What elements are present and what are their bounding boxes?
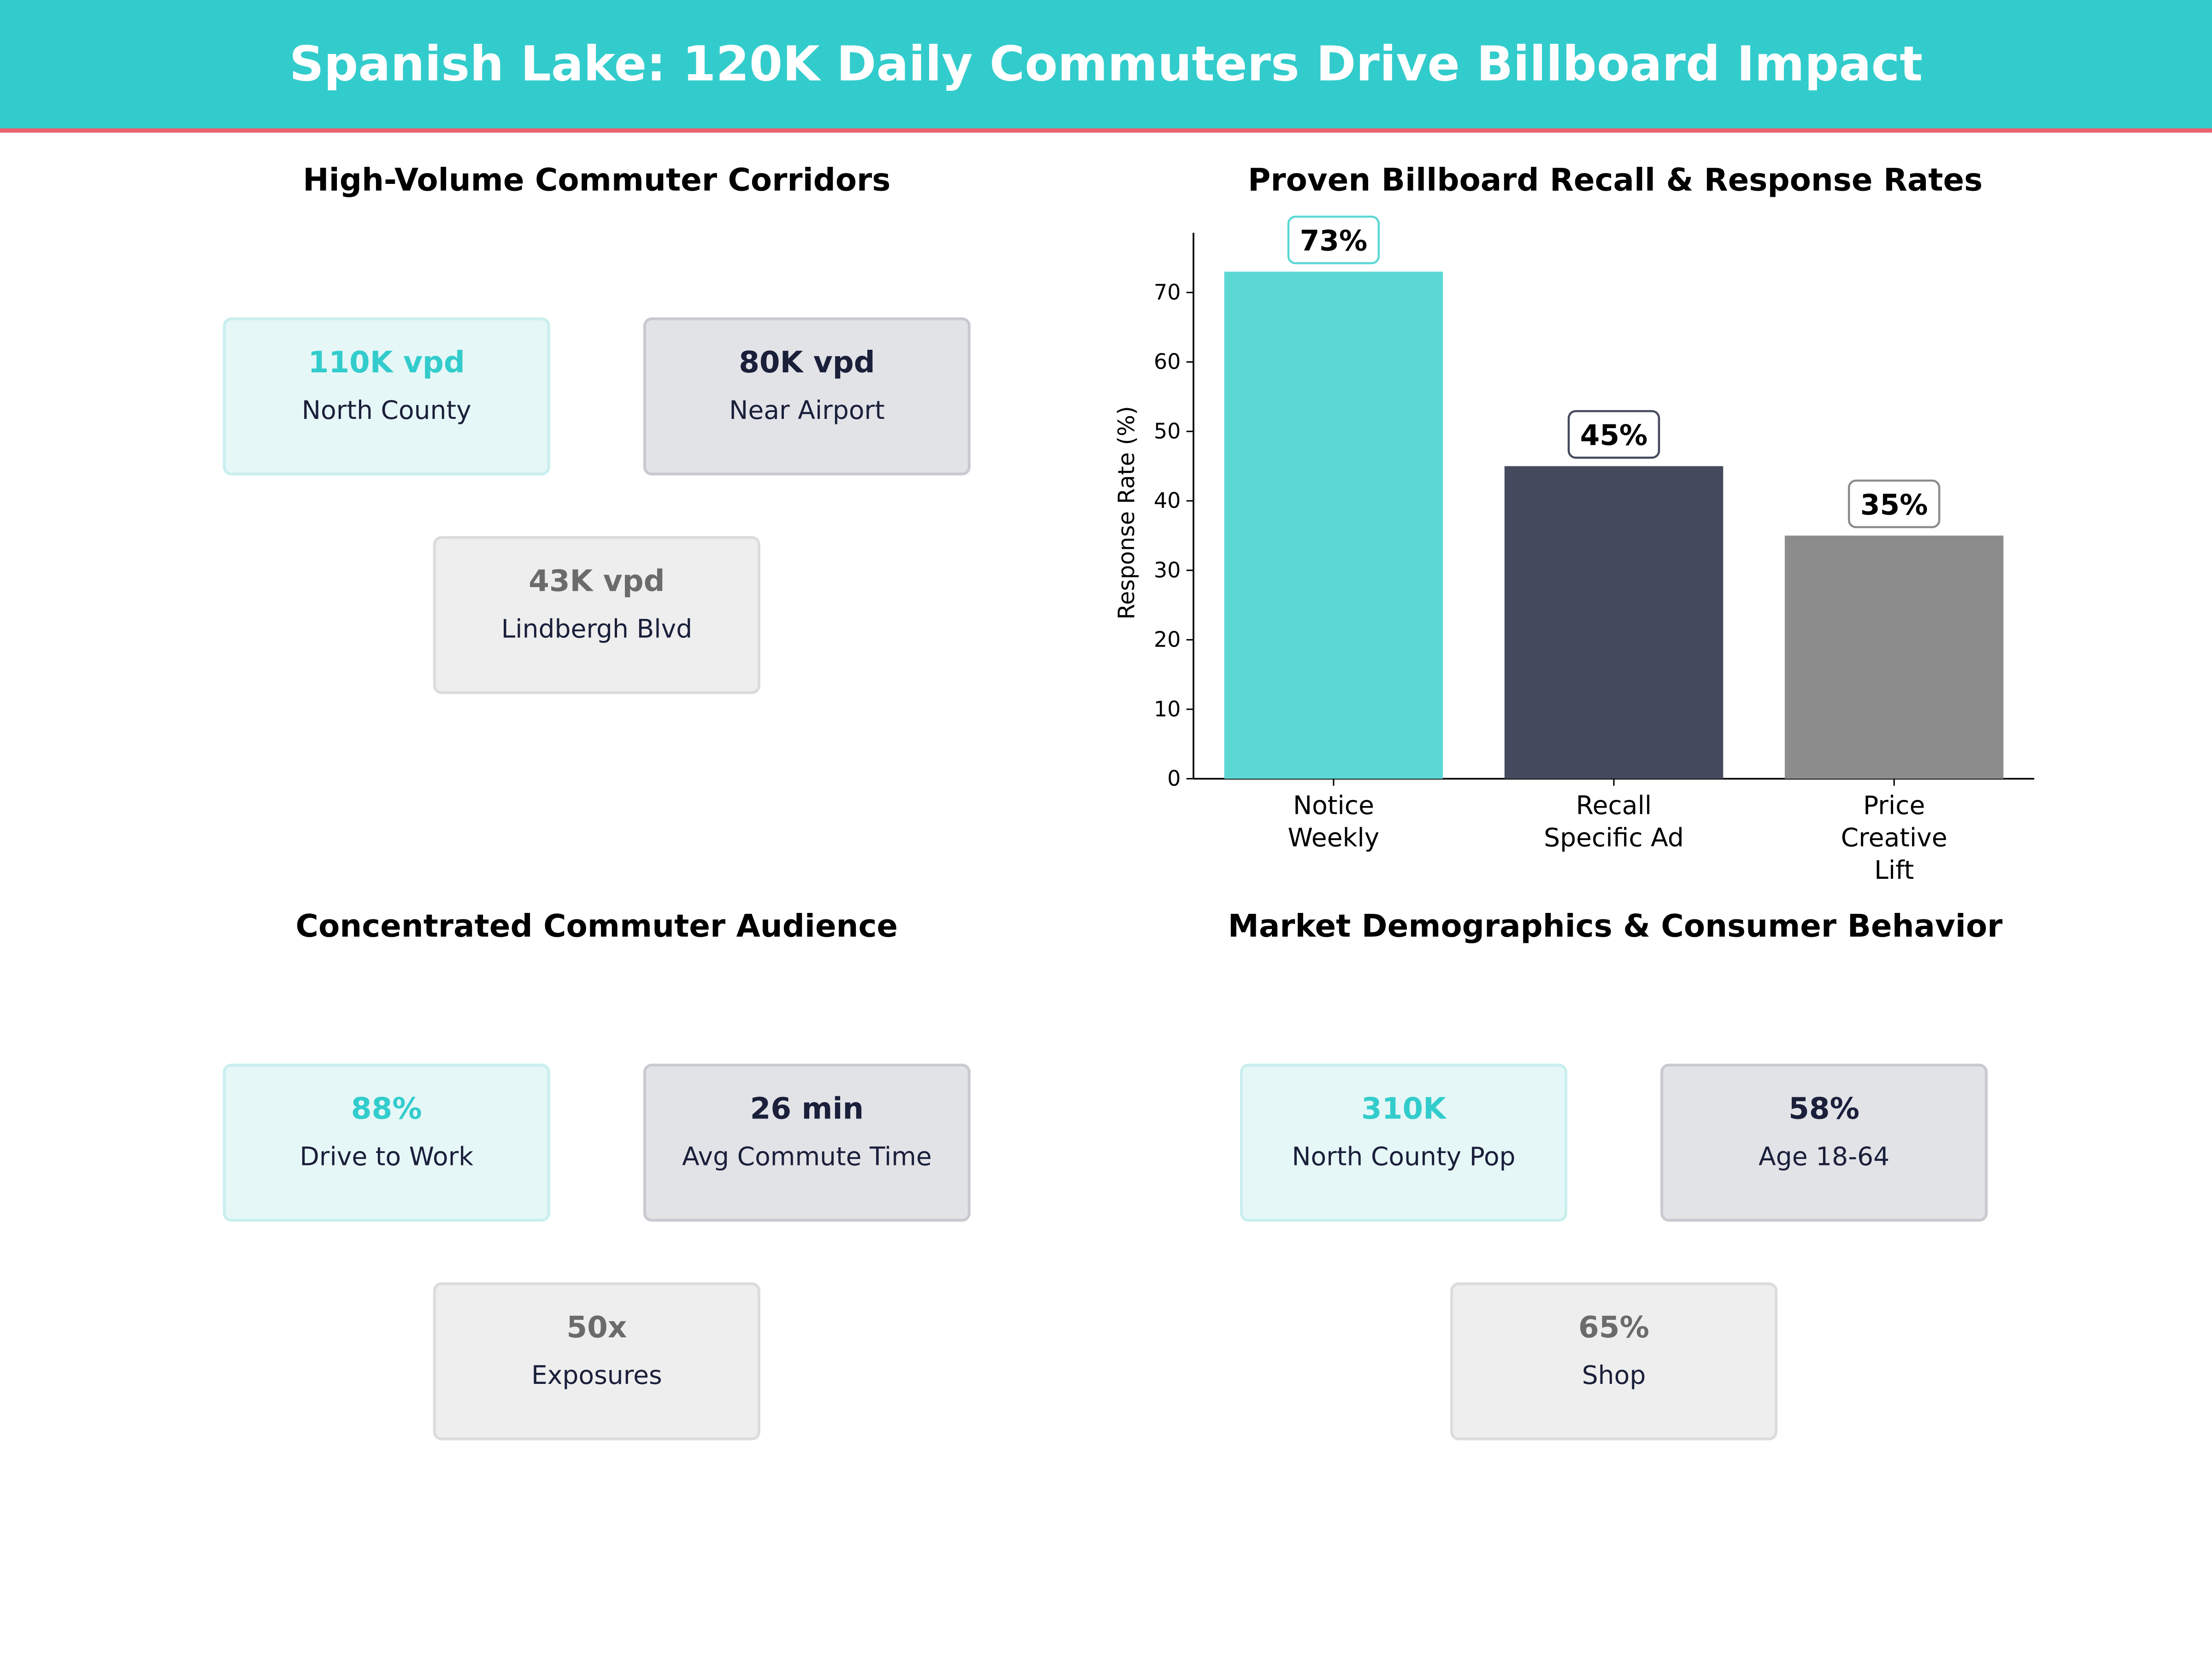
x-tick-label: Weekly [1288,823,1379,853]
y-tick-label: 30 [1154,558,1181,582]
x-tick-label: Notice [1293,790,1374,820]
audience-card: 50x Exposures [433,1282,760,1441]
y-axis-label: Response Rate (%) [1113,406,1140,619]
card-value: 110K vpd [308,345,465,380]
corridor-card: 80K vpd Near Airport [643,317,971,476]
corridors-title: High-Volume Commuter Corridors [303,164,891,199]
card-value: 26 min [750,1092,864,1126]
demographics-card: 65% Shop [1450,1282,1778,1441]
card-label: North County [301,396,471,426]
y-tick-label: 50 [1154,418,1181,443]
demographics-title: Market Demographics & Consumer Behavior [1228,910,2003,946]
data-label: 35% [1860,488,1928,521]
x-tick-label: Creative [1841,823,1947,853]
page-title: Spanish Lake: 120K Daily Commuters Drive… [289,36,1923,93]
card-label: Age 18-64 [1759,1142,1890,1172]
audience-title: Concentrated Commuter Audience [295,910,898,946]
card-value: 88% [351,1092,422,1126]
card-value: 58% [1788,1092,1860,1126]
card-value: 50x [566,1310,627,1345]
demographics-card: 310K North County Pop [1240,1064,1567,1222]
y-tick-label: 0 [1167,766,1181,791]
card-label: North County Pop [1292,1142,1516,1172]
card-label: Near Airport [729,396,885,426]
x-tick-label: Price [1863,790,1925,820]
chart-title: Proven Billboard Recall & Response Rates [1247,164,1983,199]
data-label-box [1567,410,1660,459]
y-tick-label: 40 [1154,488,1181,513]
y-tick-label: 70 [1154,280,1181,305]
header-banner: Spanish Lake: 120K Daily Commuters Drive… [0,0,2212,133]
bar [1784,535,2004,779]
bar [1504,466,1724,779]
card-value: 80K vpd [739,345,875,380]
card-label: Lindbergh Blvd [501,615,693,645]
bar [1224,271,1443,779]
corridor-card: 43K vpd Lindbergh Blvd [433,536,760,694]
data-label-box [1847,479,1941,529]
card-value: 310K [1361,1092,1446,1126]
x-tick-label: Specific Ad [1544,823,1684,853]
demographics-card: 58% Age 18-64 [1660,1064,1988,1222]
data-label: 45% [1580,419,1648,452]
corridor-card: 110K vpd North County [223,317,550,476]
card-label: Exposures [531,1361,662,1391]
card-value: 43K vpd [529,564,665,598]
audience-card: 26 min Avg Commute Time [643,1064,971,1222]
card-value: 65% [1578,1310,1649,1345]
y-tick-label: 60 [1154,349,1181,374]
y-tick-label: 20 [1154,627,1181,652]
x-tick-label: Lift [1874,855,1914,885]
data-label-box [1287,215,1380,265]
data-label: 73% [1300,225,1368,258]
card-label: Shop [1582,1361,1646,1391]
card-label: Avg Commute Time [682,1142,932,1172]
x-tick-label: Recall [1576,790,1652,820]
audience-card: 88% Drive to Work [223,1064,550,1222]
y-tick-label: 10 [1154,696,1181,721]
card-label: Drive to Work [300,1142,474,1172]
